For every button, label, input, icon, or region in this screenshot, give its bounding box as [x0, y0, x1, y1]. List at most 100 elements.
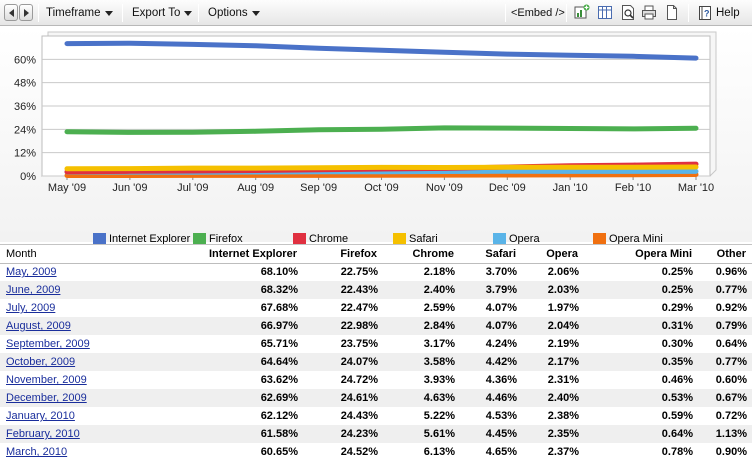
- toolbar-divider: [38, 4, 39, 22]
- month-link[interactable]: December, 2009: [6, 392, 87, 404]
- timeframe-label: Timeframe: [46, 7, 101, 19]
- value-cell: 0.77%: [698, 353, 752, 371]
- data-table-container: Month Internet Explorer Firefox Chrome Safar…: [0, 244, 752, 464]
- table-row: October, 2009 64.64% 24.07% 3.58% 4.42% 2.17%…: [0, 353, 752, 371]
- column-header[interactable]: Internet Explorer: [120, 245, 303, 264]
- value-cell: 64.64%: [120, 353, 303, 371]
- column-header[interactable]: Other: [698, 245, 752, 264]
- toolbar-divider: [198, 4, 199, 22]
- value-cell: 24.07%: [303, 353, 383, 371]
- value-cell: 0.29%: [584, 299, 698, 317]
- value-cell: 2.84%: [383, 317, 460, 335]
- value-cell: 0.59%: [584, 407, 698, 425]
- embed-button[interactable]: <Embed />: [511, 0, 565, 26]
- month-cell: February, 2010: [0, 425, 120, 443]
- help-label: Help: [716, 7, 740, 19]
- svg-text:?: ?: [704, 9, 710, 19]
- toolbar-divider: [122, 4, 123, 22]
- value-cell: 2.40%: [383, 281, 460, 299]
- timeframe-menu[interactable]: Timeframe: [46, 0, 113, 26]
- month-link[interactable]: June, 2009: [6, 284, 61, 296]
- print-icon[interactable]: [641, 4, 657, 21]
- options-menu[interactable]: Options: [208, 0, 260, 26]
- value-cell: 0.79%: [698, 317, 752, 335]
- table-row: August, 2009 66.97% 22.98% 2.84% 4.07% 2.04% 0…: [0, 317, 752, 335]
- value-cell: 63.62%: [120, 371, 303, 389]
- legend-swatch: [393, 233, 406, 245]
- chevron-down-icon: [184, 11, 193, 16]
- month-link[interactable]: July, 2009: [6, 302, 56, 314]
- value-cell: 4.24%: [460, 335, 522, 353]
- value-cell: 0.25%: [584, 281, 698, 299]
- month-cell: August, 2009: [0, 317, 120, 335]
- toolbar-divider: [566, 4, 567, 22]
- embed-label: <Embed />: [511, 7, 565, 19]
- y-tick-label: 0%: [20, 171, 36, 183]
- y-tick-label: 36%: [14, 101, 36, 113]
- month-cell: March, 2010: [0, 443, 120, 461]
- table-view-icon[interactable]: [597, 4, 613, 21]
- x-tick-label: Oct '09: [364, 182, 399, 194]
- value-cell: 2.17%: [522, 353, 584, 371]
- month-link[interactable]: September, 2009: [6, 338, 90, 350]
- value-cell: 2.03%: [522, 281, 584, 299]
- column-header[interactable]: Opera: [522, 245, 584, 264]
- value-cell: 1.13%: [698, 425, 752, 443]
- export-to-menu[interactable]: Export To: [132, 0, 193, 26]
- value-cell: 5.61%: [383, 425, 460, 443]
- column-header[interactable]: Safari: [460, 245, 522, 264]
- value-cell: 24.52%: [303, 443, 383, 461]
- x-tick-label: Mar '10: [678, 182, 714, 194]
- arrow-right-icon: [23, 8, 29, 17]
- back-button[interactable]: [4, 4, 18, 21]
- value-cell: 0.96%: [698, 263, 752, 281]
- month-link[interactable]: March, 2010: [6, 446, 68, 458]
- toolbar-divider: [688, 4, 689, 22]
- month-link[interactable]: August, 2009: [6, 320, 71, 332]
- legend-item-safari[interactable]: Safari: [393, 233, 438, 245]
- toolbar: Timeframe Export To Options <Embed /> ? …: [0, 0, 752, 26]
- y-tick-label: 12%: [14, 148, 36, 160]
- document-icon[interactable]: [664, 4, 680, 21]
- value-cell: 67.68%: [120, 299, 303, 317]
- column-header[interactable]: Month: [0, 245, 120, 264]
- legend-swatch: [593, 233, 606, 245]
- month-link[interactable]: May, 2009: [6, 266, 57, 279]
- legend-item-opera-mini[interactable]: Opera Mini: [593, 233, 663, 245]
- x-tick-label: Sep '09: [300, 182, 337, 194]
- legend-item-internet-explorer[interactable]: Internet Explorer: [93, 233, 190, 245]
- month-link[interactable]: February, 2010: [6, 428, 80, 440]
- month-link[interactable]: November, 2009: [6, 374, 87, 386]
- legend-label: Safari: [409, 233, 438, 245]
- help-book-icon: ?: [699, 6, 711, 20]
- legend-item-chrome[interactable]: Chrome: [293, 233, 348, 245]
- legend-item-firefox[interactable]: Firefox: [193, 233, 243, 245]
- column-header[interactable]: Opera Mini: [584, 245, 698, 264]
- value-cell: 4.42%: [460, 353, 522, 371]
- x-tick-label: Jul '09: [177, 182, 208, 194]
- print-preview-icon[interactable]: [620, 4, 636, 21]
- value-cell: 3.70%: [460, 263, 522, 281]
- value-cell: 0.72%: [698, 407, 752, 425]
- value-cell: 5.22%: [383, 407, 460, 425]
- month-link[interactable]: January, 2010: [6, 410, 75, 422]
- value-cell: 68.10%: [120, 263, 303, 281]
- column-header[interactable]: Chrome: [383, 245, 460, 264]
- value-cell: 3.17%: [383, 335, 460, 353]
- month-link[interactable]: October, 2009: [6, 356, 76, 368]
- value-cell: 0.64%: [698, 335, 752, 353]
- legend-item-opera[interactable]: Opera: [493, 233, 540, 245]
- value-cell: 0.25%: [584, 263, 698, 281]
- month-cell: September, 2009: [0, 335, 120, 353]
- series-line-safari[interactable]: [64, 164, 699, 172]
- value-cell: 22.75%: [303, 263, 383, 281]
- help-button[interactable]: ? Help: [697, 0, 740, 26]
- column-header[interactable]: Firefox: [303, 245, 383, 264]
- y-tick-label: 48%: [14, 78, 36, 90]
- value-cell: 3.79%: [460, 281, 522, 299]
- add-chart-icon[interactable]: [574, 4, 590, 21]
- value-cell: 4.53%: [460, 407, 522, 425]
- month-cell: May, 2009: [0, 263, 120, 281]
- forward-button[interactable]: [19, 4, 33, 21]
- y-tick-label: 60%: [14, 54, 36, 66]
